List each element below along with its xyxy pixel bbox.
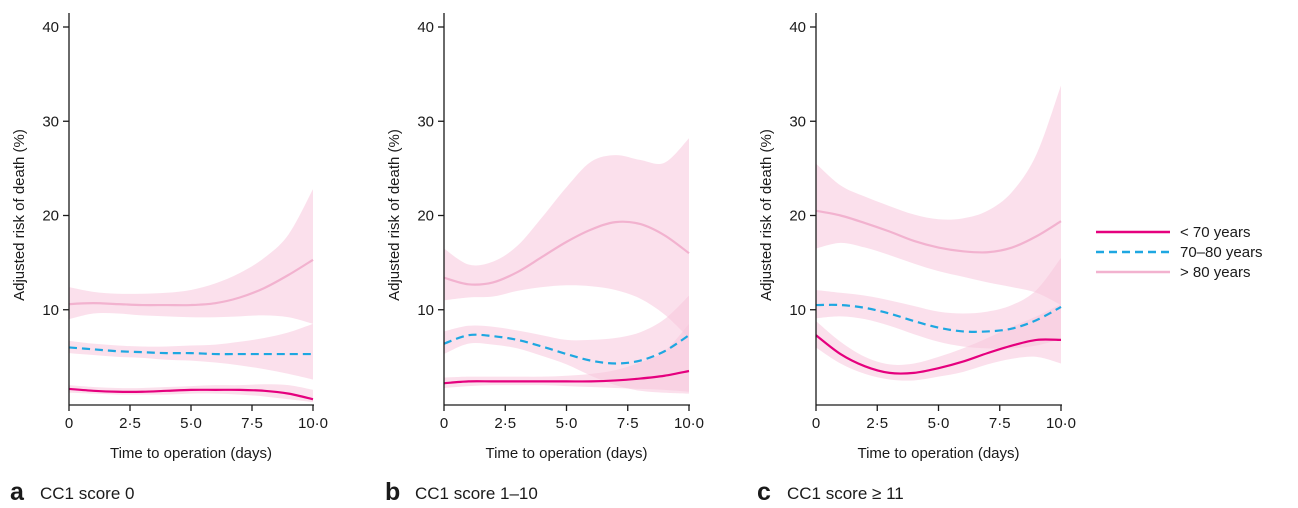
series-line-gt80	[815, 209, 1062, 254]
y-tick-label: 20	[789, 208, 806, 225]
y-tick-label: 20	[417, 208, 434, 225]
panel-letter: b	[385, 478, 400, 506]
legend-label: > 80 years	[1180, 264, 1250, 281]
legend-label: 70–80 years	[1180, 244, 1263, 261]
y-axis-title: Adjusted risk of death (%)	[758, 129, 775, 301]
x-tick-label: 0	[812, 415, 820, 432]
series-line-70to80	[68, 346, 313, 356]
y-tick-label: 40	[789, 19, 806, 36]
panel-caption: CC1 score 1–10	[415, 484, 538, 503]
ci-band-gt80	[69, 189, 313, 324]
y-tick-label: 10	[789, 302, 806, 319]
x-tick-label: 2·5	[494, 415, 516, 432]
series-line-gt80	[68, 258, 314, 307]
series-line-lt70	[443, 369, 690, 385]
x-tick-label: 2·5	[866, 415, 888, 432]
y-tick-label: 30	[789, 113, 806, 130]
ci-band-70to80	[816, 257, 1061, 349]
legend-label: < 70 years	[1180, 224, 1250, 241]
y-tick-label: 40	[417, 19, 434, 36]
x-tick-label: 2·5	[119, 415, 141, 432]
x-axis-title: Time to operation (days)	[857, 445, 1019, 462]
series-line-lt70	[68, 387, 314, 401]
x-tick-label: 7·5	[989, 415, 1011, 432]
panel-letter: c	[757, 478, 771, 506]
y-tick-label: 20	[42, 208, 59, 225]
panel-letter: a	[10, 478, 25, 506]
panel-a: 10 20 30 40 0 2·5 5·0 7·5 10·0 Time to operation …	[10, 13, 328, 506]
ci-band-70to80	[444, 295, 689, 394]
x-tick-label: 10·0	[1046, 415, 1076, 432]
y-axis-title: Adjusted risk of death (%)	[386, 129, 403, 301]
x-tick-label: 0	[440, 415, 448, 432]
ci-band-gt80	[816, 85, 1061, 306]
panel-c: 10 20 30 40 0 2·5 5·0 7·5 10·0 Time to operation …	[757, 13, 1076, 506]
y-tick-label: 10	[417, 302, 434, 319]
ci-band-gt80	[444, 138, 689, 339]
panels: 10 20 30 40 0 2·5 5·0 7·5 10·0 Time to operation …	[10, 13, 1076, 506]
legend-item-gt80: > 80 years	[1096, 264, 1250, 281]
x-axis-title: Time to operation (days)	[110, 445, 272, 462]
series-line-70to80	[815, 303, 1062, 333]
panel-b: 10 20 30 40 0 2·5 5·0 7·5 10·0 Time to operation …	[385, 13, 704, 506]
ci-band-70to80	[69, 323, 313, 380]
y-tick-label: 40	[42, 19, 59, 36]
panel-caption: CC1 score 0	[40, 484, 134, 503]
x-tick-label: 7·5	[241, 415, 263, 432]
x-tick-label: 0	[65, 415, 73, 432]
x-tick-label: 10·0	[674, 415, 704, 432]
y-tick-label: 30	[417, 113, 434, 130]
y-tick-label: 10	[42, 302, 59, 319]
legend-item-70to80: 70–80 years	[1096, 244, 1263, 261]
x-tick-label: 5·0	[180, 415, 202, 432]
ci-band-lt70	[69, 384, 313, 403]
series-line-gt80	[443, 220, 690, 286]
y-tick-label: 30	[42, 113, 59, 130]
legend: < 70 years 70–80 years > 80 years	[1096, 224, 1263, 281]
y-axis-title: Adjusted risk of death (%)	[11, 129, 28, 301]
panel-caption: CC1 score ≥ 11	[787, 484, 904, 503]
legend-item-lt70: < 70 years	[1096, 224, 1250, 241]
x-tick-label: 7·5	[617, 415, 639, 432]
x-tick-label: 5·0	[928, 415, 950, 432]
series-line-70to80	[443, 333, 690, 365]
series-line-lt70	[815, 334, 1062, 375]
x-axis-title: Time to operation (days)	[485, 445, 647, 462]
x-tick-label: 5·0	[556, 415, 578, 432]
x-tick-label: 10·0	[298, 415, 328, 432]
